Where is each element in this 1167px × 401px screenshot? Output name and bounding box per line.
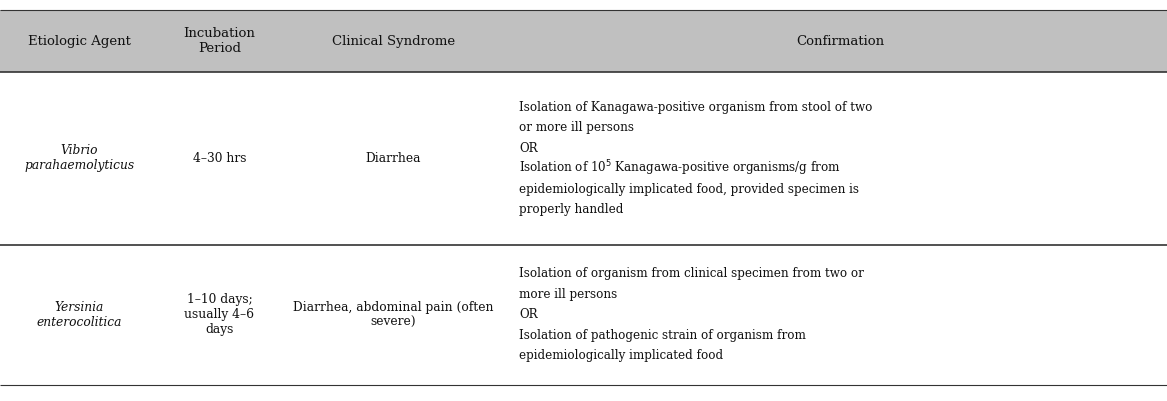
Bar [0, 10, 1167, 72]
Text: Vibrio
parahaemolyticus: Vibrio parahaemolyticus [25, 144, 134, 172]
Text: 4–30 hrs: 4–30 hrs [193, 152, 246, 165]
Text: Isolation of organism from clinical specimen from two or: Isolation of organism from clinical spec… [519, 267, 865, 280]
Text: 1–10 days;
usually 4–6
days: 1–10 days; usually 4–6 days [184, 293, 254, 336]
Text: properly handled: properly handled [519, 203, 623, 216]
Text: Etiologic Agent: Etiologic Agent [28, 34, 131, 48]
Text: Isolation of Kanagawa-positive organism from stool of two: Isolation of Kanagawa-positive organism … [519, 101, 873, 114]
Text: epidemiologically implicated food: epidemiologically implicated food [519, 349, 724, 362]
Text: more ill persons: more ill persons [519, 288, 617, 301]
Text: Isolation of pathogenic strain of organism from: Isolation of pathogenic strain of organi… [519, 329, 806, 342]
Text: Yersinia
enterocolitica: Yersinia enterocolitica [36, 301, 123, 329]
Text: Isolation of 10$^{5}$ Kanagawa-positive organisms/g from: Isolation of 10$^{5}$ Kanagawa-positive … [519, 159, 840, 178]
Text: OR: OR [519, 142, 538, 155]
Text: Diarrhea, abdominal pain (often
severe): Diarrhea, abdominal pain (often severe) [293, 301, 494, 329]
Text: Incubation
Period: Incubation Period [183, 27, 256, 55]
Text: Diarrhea: Diarrhea [365, 152, 421, 165]
Text: epidemiologically implicated food, provided specimen is: epidemiologically implicated food, provi… [519, 182, 859, 196]
Text: Confirmation: Confirmation [796, 34, 885, 48]
Text: or more ill persons: or more ill persons [519, 121, 635, 134]
Text: OR: OR [519, 308, 538, 321]
Text: Clinical Syndrome: Clinical Syndrome [331, 34, 455, 48]
